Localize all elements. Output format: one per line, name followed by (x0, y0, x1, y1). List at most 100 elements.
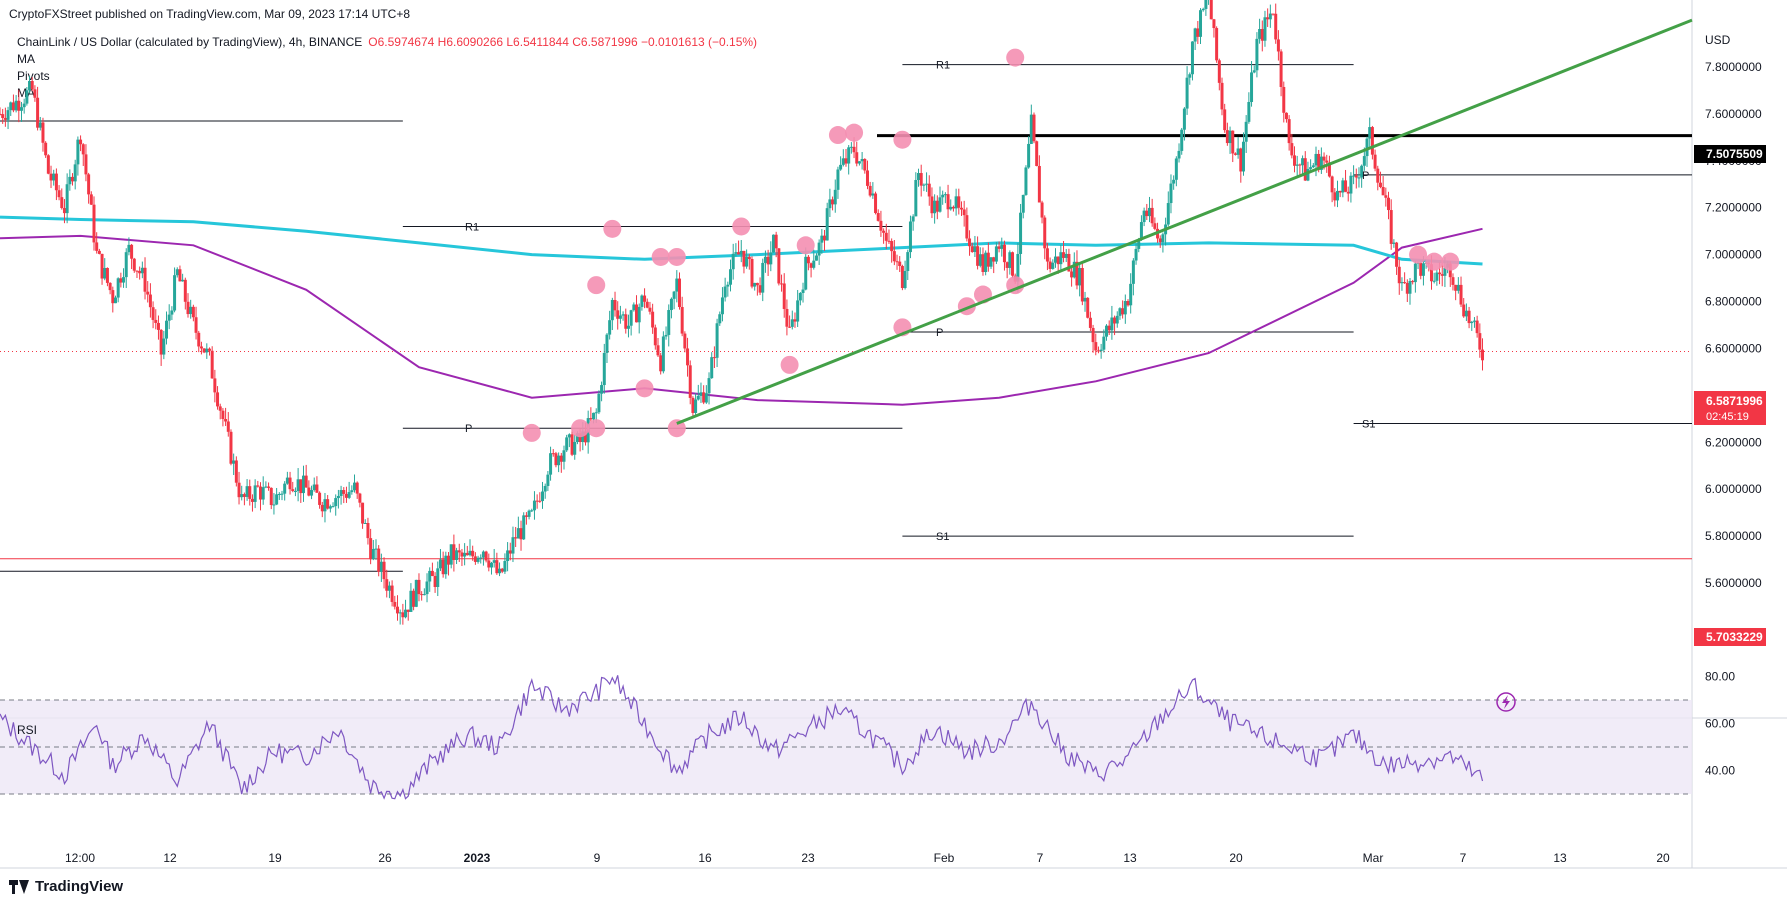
candle-body (272, 504, 276, 506)
rsi-line[interactable] (0, 675, 1484, 800)
candle-body (981, 254, 985, 273)
candle-body (836, 169, 840, 190)
touch-marker (635, 379, 654, 398)
touch-marker (796, 236, 815, 255)
candle-body (1472, 320, 1476, 322)
candle-body (417, 579, 421, 595)
candle-body (1045, 248, 1049, 262)
lightning-icon[interactable] (1496, 692, 1516, 712)
candle-body (479, 557, 483, 559)
ma-slow-line[interactable] (0, 227, 1483, 406)
countdown-text: 02:45:19 (1706, 411, 1749, 423)
candle-body (283, 483, 287, 494)
resistance-tag-text: 7.5075509 (1706, 147, 1763, 161)
candle-body (900, 266, 904, 289)
candle-body (884, 232, 888, 241)
candle-body (1086, 297, 1090, 318)
candle-body (1172, 179, 1176, 184)
candle-body (25, 90, 29, 104)
symbol-title[interactable]: ChainLink / US Dollar (calculated by Tra… (17, 35, 363, 49)
candle-body (661, 336, 665, 372)
candle-body (804, 256, 808, 290)
candle-body (1260, 29, 1264, 41)
candle-body (1411, 281, 1415, 283)
candle-body (151, 307, 155, 320)
candle-body (277, 493, 281, 495)
candle-body (489, 562, 493, 568)
candle-body (1376, 168, 1380, 183)
candle-body (363, 522, 367, 524)
candle-body (41, 122, 45, 143)
candle-body (301, 475, 305, 494)
candle-body (1091, 327, 1095, 343)
candle-body (1464, 310, 1468, 317)
candle-body (1290, 143, 1294, 156)
candle-body (860, 158, 864, 162)
candle-body (613, 299, 617, 311)
candle-body (1201, 8, 1205, 11)
indicator-pivots[interactable]: Pivots (17, 69, 50, 83)
candle-body (656, 345, 660, 356)
candle-body (307, 487, 311, 496)
trendline[interactable] (676, 18, 1693, 425)
candle-body (1139, 222, 1143, 240)
candle-body (428, 570, 432, 582)
candle-body (1282, 86, 1286, 113)
candle-body (1145, 210, 1149, 217)
candle-body (138, 270, 142, 274)
touch-marker (667, 419, 686, 438)
candle-body (401, 612, 405, 618)
candle-body (546, 474, 550, 486)
candle-body (353, 482, 357, 491)
candle-body (527, 510, 531, 517)
candle-body (514, 537, 518, 539)
candle-body (463, 552, 467, 557)
touch-marker (522, 423, 541, 442)
candle-body (1454, 284, 1458, 291)
candle-body (218, 406, 222, 411)
candle-body (406, 609, 410, 612)
candle-body (753, 282, 757, 287)
candle-body (1048, 261, 1052, 269)
candle-body (385, 579, 389, 591)
candle-body (855, 152, 859, 164)
candle-body (1137, 239, 1141, 249)
candle-body (1070, 271, 1074, 278)
candle-body (814, 255, 818, 261)
candle-body (839, 164, 843, 170)
candle-body (143, 267, 147, 292)
tradingview-brand[interactable]: TradingView (9, 878, 123, 895)
candle-body (436, 568, 440, 587)
candle-body (605, 334, 609, 353)
candle-body (127, 244, 131, 253)
candle-body (1239, 148, 1243, 172)
tradingview-logo-icon (9, 879, 29, 894)
candle-body (825, 208, 829, 241)
rsi-tick-label: 40.00 (1705, 764, 1735, 778)
candle-body (382, 561, 386, 580)
candle-body (549, 453, 553, 475)
candle-body (828, 199, 832, 209)
candle-body (441, 559, 445, 575)
candle-body (242, 494, 246, 497)
candle-body (119, 278, 123, 283)
publisher-header: CryptoFXStreet published on TradingView.… (9, 7, 410, 21)
ma-fast-line[interactable] (0, 215, 1483, 266)
candle-body (57, 190, 61, 198)
indicator-ma-1[interactable]: MA (17, 52, 35, 66)
candle-body (750, 259, 754, 287)
candle-body (455, 550, 459, 560)
candle-body (871, 193, 875, 196)
candle-body (1346, 191, 1350, 194)
candle-body (207, 348, 211, 351)
candle-body (1215, 28, 1219, 61)
candle-body (629, 310, 633, 326)
ohlc-values: O6.5974674 H6.6090266 L6.5411844 C6.5871… (368, 35, 758, 49)
candle-body (234, 460, 238, 483)
candle-body (1481, 349, 1485, 361)
candle-body (914, 180, 918, 217)
candle-body (793, 319, 797, 322)
price-tick-label: 7.6000000 (1705, 107, 1762, 121)
candle-body (707, 378, 711, 394)
